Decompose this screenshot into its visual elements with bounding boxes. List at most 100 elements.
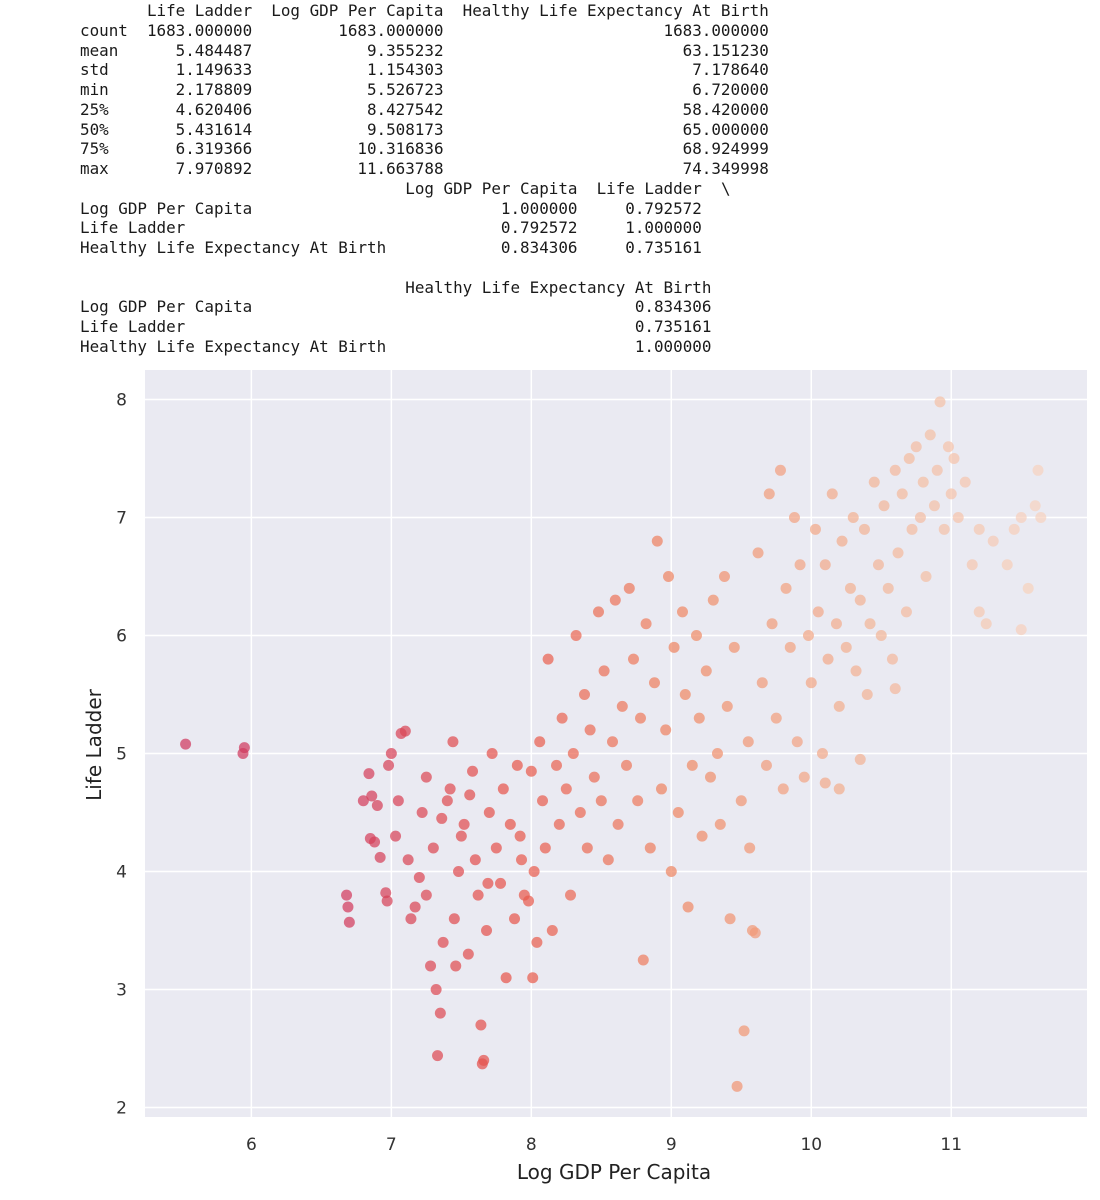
scatter-point [718,571,730,583]
table-cell: 9.355232 [366,40,444,60]
scatter-point [593,606,605,618]
scatter-point [385,748,397,760]
scatter-point [632,795,644,807]
scatter-point [539,842,551,854]
table-cell: 5.526723 [366,80,444,99]
corr-row: Life Ladder 0.792572 1.000000 [80,218,769,238]
scatter-point [567,748,579,760]
scatter-point [402,854,414,866]
scatter-point [749,927,761,939]
scatter-point [1001,559,1013,571]
row-index: max [80,159,109,178]
table-cell: 65.000000 [682,119,769,139]
scatter-point [623,582,635,594]
scatter-point [495,877,507,889]
scatter-point [756,677,768,689]
scatter-point [892,547,904,559]
x-tick-label: 11 [940,1135,962,1155]
table-cell: 0.834306 [500,238,578,257]
scatter-point [341,889,353,901]
scatter-point [735,795,747,807]
scatter-point [819,559,831,571]
scatter-point [620,759,632,771]
scatter-point [237,748,249,760]
scatter-point [910,441,922,453]
scatter-point [791,736,803,748]
row-index: Healthy Life Expectancy At Birth [80,238,387,257]
scatter-point [679,689,691,701]
column-header: Log GDP Per Capita [271,1,444,20]
scatter-point [574,807,586,819]
scatter-point [886,653,898,665]
table-cell: 2.178809 [175,80,253,99]
scatter-point [770,712,782,724]
y-tick-labels: 2 3 4 5 6 7 8 [116,391,127,1119]
scatter-point [812,606,824,618]
scatter-point [854,753,866,765]
scatter-point [728,641,740,653]
table-cell: 63.151230 [682,40,769,60]
scatter-point [634,712,646,724]
scatter-point [514,830,526,842]
scatter-point [416,807,428,819]
scatter-point [556,712,568,724]
scatter-point [497,783,509,795]
scatter-point [900,606,912,618]
scatter-point [537,795,549,807]
corr-row: Healthy Life Expectancy At Birth 0.834306… [80,238,769,258]
scatter-point [380,887,392,899]
scatter-point [607,736,619,748]
scatter-point [405,913,417,925]
x-tick-label: 9 [666,1135,677,1155]
scatter-point [602,854,614,866]
scatter-point [731,1080,743,1092]
scatter-point [425,960,437,972]
scatter-point [934,396,946,408]
scatter-point [595,795,607,807]
scatter-point [462,948,474,960]
scatter-point [374,851,386,863]
scatter-point [483,807,495,819]
corr-row: Life Ladder 0.735161 [80,317,769,337]
scatter-point [458,818,470,830]
describe-row: 25% 4.620406 8.427542 58.420000 [80,100,769,120]
describe-row: mean 5.484487 9.355232 63.151230 [80,41,769,61]
scatter-point [570,630,582,642]
scatter-point [560,783,572,795]
scatter-points [180,396,1047,1092]
row-index: 50% [80,119,109,139]
scatter-point [903,453,915,465]
row-index: Healthy Life Expectancy At Birth [80,336,387,356]
continuation-marker: \ [720,178,731,198]
scatter-point [420,771,432,783]
scatter-point [1035,512,1047,524]
scatter-point [343,916,355,928]
scatter-point [441,795,453,807]
scatter-point [637,954,649,966]
describe-row: 75% 6.319366 10.316836 68.924999 [80,139,769,159]
scatter-point [872,559,884,571]
table-cell: 10.316836 [357,139,444,159]
scatter-point [342,901,354,913]
x-tick-label: 6 [246,1135,257,1155]
table-cell: 5.484487 [175,40,253,60]
scatter-point [917,476,929,488]
corr-header-row-2: Healthy Life Expectancy At Birth [80,278,769,298]
scatter-point [534,736,546,748]
scatter-point [581,842,593,854]
describe-row: 50% 5.431614 9.508173 65.000000 [80,120,769,140]
scatter-point [805,677,817,689]
table-cell: 74.349998 [682,159,769,178]
scatter-point [516,854,528,866]
scatter-point [509,913,521,925]
scatter-point [551,759,563,771]
scatter-point [427,842,439,854]
scatter-point [847,512,859,524]
scatter-point [742,736,754,748]
table-cell: 0.792572 [625,198,702,218]
scatter-point [409,901,421,913]
scatter-point [889,464,901,476]
scatter-point [467,765,479,777]
scatter-point [655,783,667,795]
scatter-point [180,738,192,750]
